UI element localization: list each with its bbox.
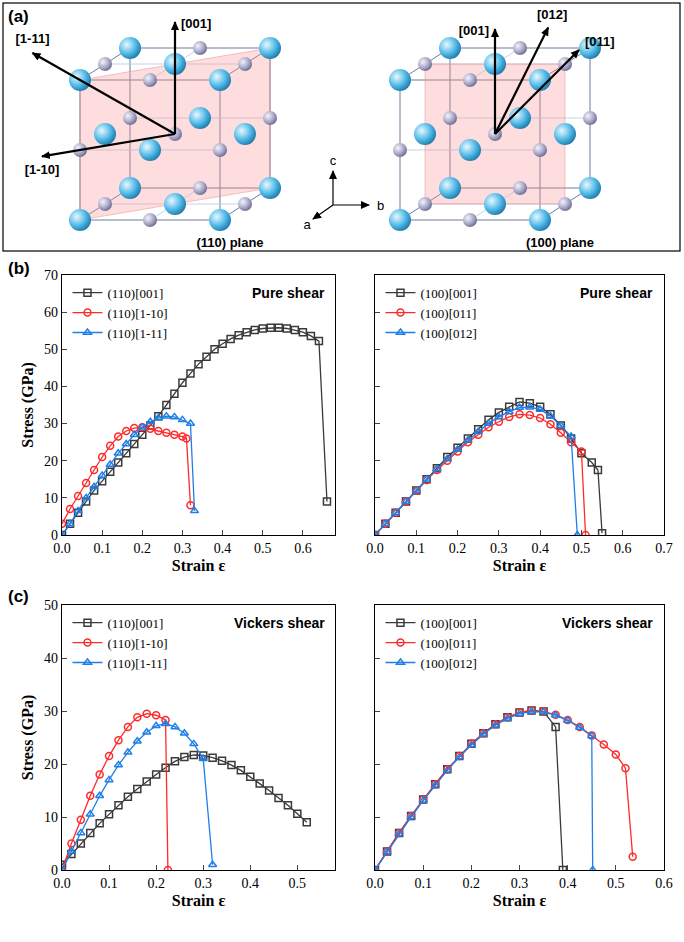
svg-text:(110)[1-10]: (110)[1-10] (107, 306, 167, 321)
svg-text:(110)[001]: (110)[001] (107, 616, 163, 631)
svg-text:0.2: 0.2 (147, 876, 165, 891)
svg-text:60: 60 (44, 305, 58, 320)
svg-text:(100)[012]: (100)[012] (420, 656, 476, 671)
svg-text:Strain ε: Strain ε (172, 557, 226, 574)
svg-text:(100)[001]: (100)[001] (420, 616, 476, 631)
svg-text:(110)[1-10]: (110)[1-10] (107, 636, 167, 651)
svg-text:[1-10]: [1-10] (25, 162, 60, 177)
svg-text:0.2: 0.2 (449, 541, 467, 556)
svg-text:0.4: 0.4 (559, 876, 577, 891)
svg-text:40: 40 (44, 651, 58, 666)
svg-text:(100)[011]: (100)[011] (420, 636, 476, 651)
svg-text:0.5: 0.5 (573, 541, 591, 556)
svg-text:(a): (a) (8, 7, 29, 26)
svg-text:0: 0 (51, 863, 58, 878)
svg-text:[1-11]: [1-11] (16, 31, 50, 46)
svg-text:Pure shear: Pure shear (580, 285, 653, 301)
svg-text:0.4: 0.4 (214, 541, 232, 556)
svg-text:(100)[012]: (100)[012] (420, 326, 476, 341)
svg-text:40: 40 (44, 379, 58, 394)
svg-text:Strain ε: Strain ε (172, 892, 226, 909)
svg-text:Strain ε: Strain ε (493, 557, 547, 574)
svg-text:(b): (b) (8, 259, 30, 278)
svg-text:[001]: [001] (459, 23, 489, 38)
svg-text:(110)[1-11]: (110)[1-11] (107, 656, 167, 671)
svg-text:Pure shear: Pure shear (252, 285, 325, 301)
svg-text:c: c (330, 153, 337, 168)
svg-text:(110) plane: (110) plane (196, 235, 263, 250)
svg-text:0.3: 0.3 (490, 541, 508, 556)
svg-text:0.6: 0.6 (655, 876, 673, 891)
svg-text:0.2: 0.2 (463, 876, 481, 891)
svg-text:0.0: 0.0 (53, 541, 71, 556)
svg-text:[001]: [001] (181, 16, 211, 31)
svg-text:(110)[1-11]: (110)[1-11] (107, 326, 167, 341)
svg-text:0.3: 0.3 (174, 541, 192, 556)
svg-text:[011]: [011] (585, 34, 615, 49)
svg-text:10: 10 (44, 491, 58, 506)
svg-text:[012]: [012] (537, 7, 567, 22)
svg-text:0.3: 0.3 (511, 876, 529, 891)
svg-text:a: a (303, 217, 311, 232)
svg-text:20: 20 (44, 454, 58, 469)
svg-text:0.3: 0.3 (194, 876, 212, 891)
svg-text:0.1: 0.1 (414, 876, 432, 891)
svg-text:0.1: 0.1 (93, 541, 111, 556)
svg-text:30: 30 (44, 704, 58, 719)
svg-text:0.6: 0.6 (614, 541, 632, 556)
svg-text:(100) plane: (100) plane (526, 235, 594, 250)
svg-text:0.5: 0.5 (607, 876, 625, 891)
svg-text:Vickers shear: Vickers shear (234, 615, 325, 631)
svg-text:10: 10 (44, 810, 58, 825)
svg-text:0.7: 0.7 (655, 541, 673, 556)
svg-text:30: 30 (44, 416, 58, 431)
svg-text:Stress (GPa): Stress (GPa) (19, 695, 37, 780)
svg-text:(100)[011]: (100)[011] (420, 306, 476, 321)
svg-text:Vickers shear: Vickers shear (562, 615, 653, 631)
svg-text:0.0: 0.0 (53, 876, 71, 891)
svg-text:0.1: 0.1 (100, 876, 118, 891)
svg-text:0.1: 0.1 (408, 541, 426, 556)
svg-text:(c): (c) (8, 587, 29, 606)
svg-text:0.2: 0.2 (134, 541, 152, 556)
svg-text:0.6: 0.6 (294, 541, 312, 556)
svg-text:b: b (377, 198, 384, 213)
svg-text:0: 0 (51, 528, 58, 543)
svg-text:Stress (GPa): Stress (GPa) (19, 362, 37, 447)
svg-text:0.4: 0.4 (531, 541, 549, 556)
svg-text:0.0: 0.0 (366, 876, 384, 891)
svg-text:0.0: 0.0 (366, 541, 384, 556)
svg-text:20: 20 (44, 757, 58, 772)
svg-text:70: 70 (44, 268, 58, 283)
svg-text:50: 50 (44, 598, 58, 613)
svg-text:0.5: 0.5 (289, 876, 307, 891)
svg-text:0.4: 0.4 (242, 876, 260, 891)
svg-text:(100)[001]: (100)[001] (420, 286, 476, 301)
svg-text:(110)[001]: (110)[001] (107, 286, 163, 301)
svg-text:0.5: 0.5 (254, 541, 272, 556)
svg-text:Strain ε: Strain ε (493, 892, 547, 909)
svg-text:50: 50 (44, 342, 58, 357)
